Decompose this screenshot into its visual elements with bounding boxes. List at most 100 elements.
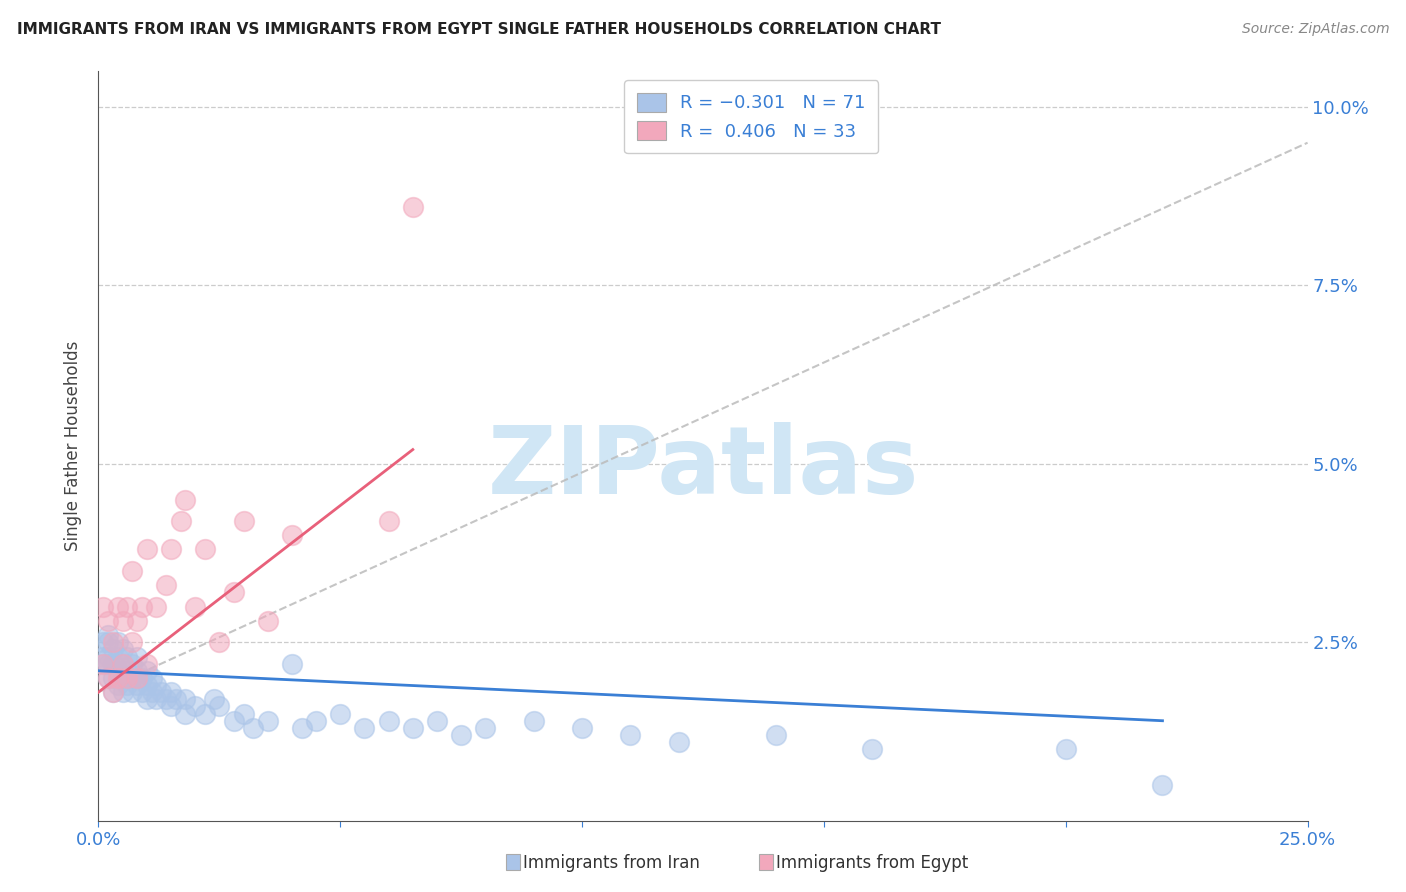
Point [256, 714, 278, 728]
Point [155, 578, 177, 592]
Point [860, 742, 883, 756]
Point [377, 714, 399, 728]
Point [571, 721, 593, 735]
Point [402, 721, 425, 735]
Point [101, 657, 124, 671]
Point [131, 599, 153, 614]
Point [97, 671, 120, 685]
Point [160, 699, 183, 714]
Point [290, 721, 312, 735]
Point [131, 671, 153, 685]
Point [281, 657, 304, 671]
Point [117, 678, 139, 692]
Point [107, 599, 129, 614]
Point [107, 671, 129, 685]
Text: ZIPatlas: ZIPatlas [488, 423, 918, 515]
Point [135, 692, 157, 706]
Point [204, 692, 226, 706]
Point [619, 728, 641, 742]
Point [127, 649, 149, 664]
Point [127, 671, 149, 685]
Point [111, 614, 134, 628]
Point [91, 635, 114, 649]
Point [111, 642, 134, 657]
Point [127, 678, 149, 692]
Point [101, 642, 124, 657]
Point [174, 706, 197, 721]
Point [184, 699, 207, 714]
Point [150, 685, 173, 699]
Point [117, 664, 139, 678]
Point [194, 706, 217, 721]
Point [117, 671, 139, 685]
Point [377, 514, 399, 528]
Point [232, 514, 254, 528]
Point [97, 614, 120, 628]
Point [101, 685, 124, 699]
Point [135, 664, 157, 678]
Point [160, 685, 183, 699]
Point [474, 721, 496, 735]
Text: IMMIGRANTS FROM IRAN VS IMMIGRANTS FROM EGYPT SINGLE FATHER HOUSEHOLDS CORRELATI: IMMIGRANTS FROM IRAN VS IMMIGRANTS FROM … [17, 22, 941, 37]
Legend: R = −0.301   N = 71, R =  0.406   N = 33: R = −0.301 N = 71, R = 0.406 N = 33 [624, 80, 879, 153]
Point [765, 728, 787, 742]
Point [107, 649, 129, 664]
Point [91, 657, 114, 671]
Point [1054, 742, 1077, 756]
Point [127, 614, 149, 628]
Point [101, 671, 124, 685]
Point [117, 599, 139, 614]
Point [135, 542, 157, 557]
Point [329, 706, 352, 721]
Point [107, 664, 129, 678]
Point [97, 649, 120, 664]
Point [305, 714, 328, 728]
Point [208, 635, 231, 649]
Point [1152, 778, 1174, 792]
Point [111, 685, 134, 699]
Text: Immigrants from Iran: Immigrants from Iran [523, 854, 700, 871]
Point [135, 657, 157, 671]
Point [111, 657, 134, 671]
Point [101, 685, 124, 699]
Point [97, 635, 120, 649]
Point [208, 699, 231, 714]
Point [135, 678, 157, 692]
Point [450, 728, 472, 742]
Point [111, 671, 134, 685]
Text: Immigrants from Egypt: Immigrants from Egypt [776, 854, 969, 871]
Point [155, 692, 177, 706]
Point [111, 657, 134, 671]
Point [668, 735, 690, 749]
Y-axis label: Single Father Households: Single Father Households [65, 341, 83, 551]
Point [91, 599, 114, 614]
Point [222, 714, 245, 728]
Point [97, 628, 120, 642]
Point [121, 635, 143, 649]
Point [194, 542, 217, 557]
Point [165, 692, 187, 706]
Point [141, 671, 163, 685]
Point [121, 671, 143, 685]
Point [131, 685, 153, 699]
Point [107, 678, 129, 692]
Point [91, 657, 114, 671]
Point [127, 664, 149, 678]
Point [121, 564, 143, 578]
Point [523, 714, 546, 728]
Point [426, 714, 449, 728]
Point [97, 657, 120, 671]
Point [121, 657, 143, 671]
Point [402, 200, 425, 214]
Point [256, 614, 278, 628]
Point [91, 649, 114, 664]
Point [121, 685, 143, 699]
Text: Source: ZipAtlas.com: Source: ZipAtlas.com [1241, 22, 1389, 37]
Point [117, 649, 139, 664]
Point [174, 492, 197, 507]
Point [242, 721, 264, 735]
Point [97, 671, 120, 685]
Point [184, 599, 207, 614]
Point [160, 542, 183, 557]
Point [232, 706, 254, 721]
